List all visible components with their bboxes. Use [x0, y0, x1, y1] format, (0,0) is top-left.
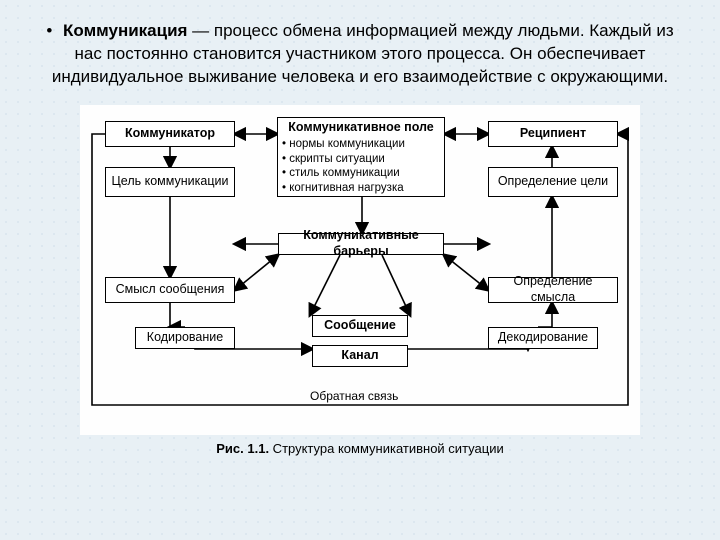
communication-diagram: Коммуникатор Цель коммуникации Смысл сообщ…	[80, 105, 640, 435]
caption-number: Рис. 1.1.	[216, 441, 269, 456]
box-meaning_def: Определение смысла	[488, 277, 618, 303]
box-message: Сообщение	[312, 315, 408, 337]
box-barriers: Коммуникативные барьеры	[278, 233, 444, 255]
figure-caption: Рис. 1.1. Структура коммуникативной ситу…	[0, 441, 720, 456]
caption-text: Структура коммуникативной ситуации	[269, 441, 504, 456]
box-decoding: Декодирование	[488, 327, 598, 349]
header-paragraph: • Коммуникация — процесс обмена информац…	[0, 0, 720, 97]
box-encoding: Кодирование	[135, 327, 235, 349]
box-communicator: Коммуникатор	[105, 121, 235, 147]
box-meaning: Смысл сообщения	[105, 277, 235, 303]
box-channel: Канал	[312, 345, 408, 367]
bullet-icon: •	[46, 20, 52, 43]
box-field: Коммуникативное поле• нормы коммуникации…	[277, 117, 445, 197]
box-recipient: Реципиент	[488, 121, 618, 147]
box-goal: Цель коммуникации	[105, 167, 235, 197]
feedback-label: Обратная связь	[310, 389, 398, 403]
term: Коммуникация	[63, 21, 187, 40]
box-goal_def: Определение цели	[488, 167, 618, 197]
